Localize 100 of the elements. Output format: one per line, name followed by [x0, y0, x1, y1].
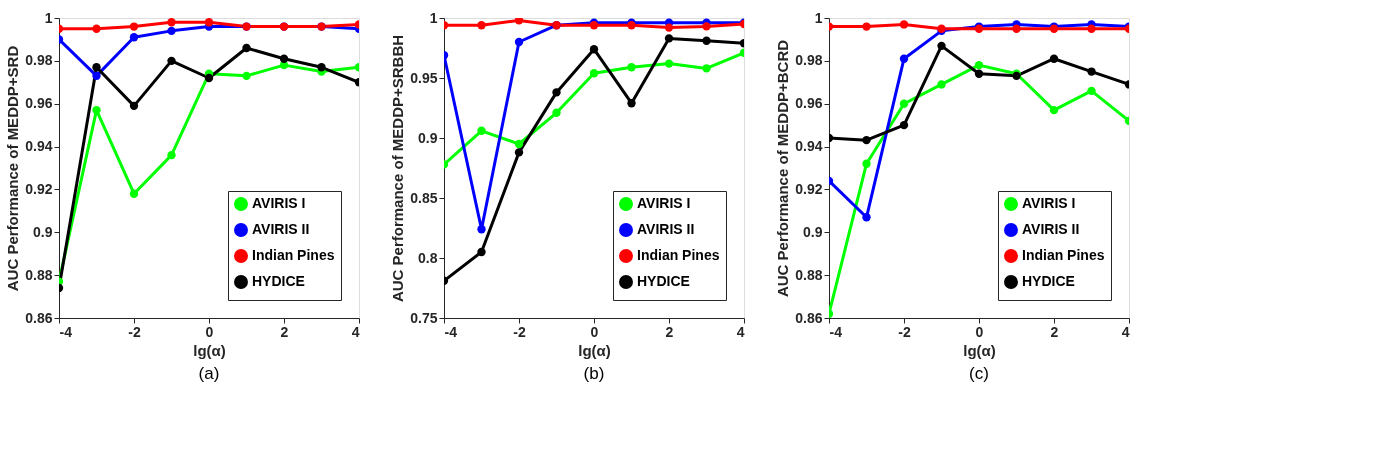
- x-tick-label: 0: [205, 323, 214, 340]
- y-tick-label: 0.95: [410, 69, 438, 86]
- point: [627, 99, 636, 108]
- legend-label: AVIRIS I: [637, 195, 691, 211]
- point: [862, 135, 871, 145]
- point: [899, 20, 909, 29]
- point: [477, 126, 486, 135]
- point: [92, 105, 101, 115]
- legend-label: AVIRIS II: [637, 221, 695, 237]
- legend-label: HYDICE: [1022, 273, 1075, 289]
- y-tick-label: 0.86: [795, 309, 823, 326]
- point: [899, 54, 909, 63]
- y-tick-label: 0.98: [795, 52, 823, 69]
- y-tick-label: 0.88: [795, 266, 823, 283]
- x-tick-label: 4: [1121, 323, 1130, 340]
- point: [477, 247, 486, 257]
- legend-label: Indian Pines: [1022, 247, 1105, 263]
- point: [92, 63, 101, 72]
- point: [1049, 105, 1059, 115]
- point: [664, 34, 674, 43]
- x-axis-title: lg(α): [193, 341, 226, 359]
- point: [974, 69, 984, 78]
- point: [92, 71, 101, 81]
- point: [129, 33, 139, 42]
- y-tick-label: 1: [429, 9, 438, 26]
- y-tick-label: 0.98: [25, 52, 53, 69]
- x-tick-label: 2: [665, 323, 674, 340]
- point: [702, 36, 711, 45]
- legend-label: AVIRIS I: [1022, 195, 1076, 211]
- y-axis-title: AUC Performance of MEDDP+SRD: [4, 45, 22, 292]
- point: [167, 18, 176, 27]
- legend-label: HYDICE: [637, 273, 690, 289]
- y-tick-label: 0.9: [33, 223, 53, 240]
- point: [1087, 67, 1096, 76]
- x-tick-label: -4: [829, 323, 843, 340]
- point: [514, 139, 524, 149]
- y-tick-label: 0.94: [25, 138, 53, 155]
- y-tick-label: 0.96: [25, 95, 53, 112]
- point: [899, 99, 909, 108]
- text: (a): [198, 364, 220, 383]
- x-axis-title: lg(α): [578, 341, 611, 359]
- point: [129, 189, 139, 198]
- x-tick-label: -2: [128, 323, 141, 340]
- y-axis-title: AUC Performance of MEDDP+SRBBH: [389, 34, 407, 303]
- x-tick-label: -2: [513, 323, 526, 340]
- point: [937, 41, 946, 51]
- point: [477, 21, 486, 30]
- point: [514, 18, 524, 25]
- point: [204, 73, 214, 83]
- point: [204, 18, 214, 27]
- y-tick-label: 0.92: [25, 180, 53, 197]
- y-axis-title: AUC Performance of MEDDP+BCRD: [774, 39, 792, 298]
- x-axis-title: lg(α): [963, 341, 996, 359]
- point: [589, 69, 599, 78]
- point: [589, 45, 599, 54]
- point: [1087, 24, 1096, 33]
- legend-label: Indian Pines: [252, 247, 335, 263]
- point: [167, 150, 176, 160]
- point: [974, 60, 984, 70]
- legend-label: AVIRIS II: [1022, 221, 1080, 237]
- text: (b): [583, 364, 605, 383]
- x-tick-label: 4: [351, 323, 360, 340]
- legend-label: HYDICE: [252, 273, 305, 289]
- point: [552, 108, 561, 117]
- point: [664, 23, 674, 32]
- x-tick-label: 4: [736, 323, 745, 340]
- y-tick-label: 1: [44, 9, 53, 26]
- point: [1087, 86, 1096, 96]
- y-tick-label: 0.9: [418, 129, 438, 146]
- x-tick-label: 0: [590, 323, 599, 340]
- x-tick-label: -4: [444, 323, 458, 340]
- y-tick-label: 0.92: [795, 180, 823, 197]
- point: [317, 63, 326, 72]
- text: (c): [969, 364, 989, 383]
- point: [664, 59, 674, 68]
- x-tick-label: 2: [280, 323, 289, 340]
- point: [702, 22, 711, 31]
- point: [627, 63, 636, 72]
- point: [552, 88, 561, 97]
- point: [514, 37, 524, 47]
- y-tick-label: 0.96: [795, 95, 823, 112]
- point: [702, 64, 711, 73]
- x-tick-label: -4: [59, 323, 73, 340]
- y-tick-label: 0.8: [418, 249, 438, 266]
- y-tick-label: 0.85: [410, 189, 438, 206]
- point: [1012, 24, 1021, 33]
- x-tick-label: -2: [898, 323, 911, 340]
- point: [242, 43, 251, 53]
- point: [167, 56, 176, 66]
- y-tick-label: 1: [814, 9, 823, 26]
- point: [92, 24, 101, 33]
- point: [862, 213, 871, 222]
- y-tick-label: 0.9: [803, 223, 823, 240]
- point: [279, 54, 289, 63]
- point: [862, 159, 871, 168]
- point: [129, 22, 139, 31]
- legend-label: AVIRIS II: [252, 221, 310, 237]
- legend-label: Indian Pines: [637, 247, 720, 263]
- point: [937, 80, 946, 89]
- y-tick-label: 0.86: [25, 309, 53, 326]
